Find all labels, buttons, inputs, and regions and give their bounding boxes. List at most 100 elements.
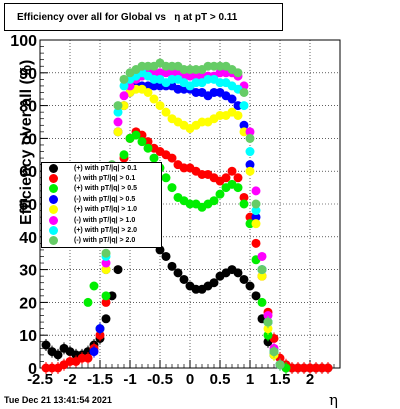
data-point bbox=[101, 314, 111, 324]
data-point bbox=[209, 278, 219, 288]
y-tick-label: 10 bbox=[19, 328, 37, 345]
data-point bbox=[119, 74, 129, 84]
legend-label: (+) with pT/|q| > 0.1 bbox=[74, 164, 138, 172]
data-point bbox=[149, 94, 159, 104]
data-point bbox=[245, 160, 255, 170]
y-tick-label: 50 bbox=[19, 197, 37, 214]
data-point bbox=[83, 353, 93, 363]
data-point bbox=[263, 311, 273, 321]
legend-marker-icon bbox=[49, 205, 58, 215]
data-point bbox=[161, 107, 171, 117]
data-point bbox=[173, 268, 183, 278]
data-point bbox=[143, 143, 153, 153]
data-point bbox=[257, 251, 267, 261]
data-point bbox=[89, 281, 99, 291]
legend-marker-icon bbox=[49, 184, 58, 194]
x-tick-label: -1 bbox=[123, 371, 136, 388]
data-point bbox=[221, 173, 231, 183]
chart-title-box: Efficiency over all for Global vs η at p… bbox=[4, 3, 283, 31]
x-tick-label: 1.5 bbox=[270, 371, 291, 388]
legend-label: (+) with pT/|q| > 2.0 bbox=[74, 227, 138, 235]
x-tick-label: 1 bbox=[246, 371, 254, 388]
legend-entry: (-) with pT/|q| > 1.0 bbox=[42, 215, 161, 225]
data-point bbox=[263, 324, 273, 334]
data-point bbox=[101, 258, 111, 268]
data-point bbox=[251, 186, 261, 196]
data-point bbox=[245, 133, 255, 143]
data-point bbox=[233, 268, 243, 278]
data-point bbox=[215, 189, 225, 199]
footer-timestamp: Tue Dec 21 13:41:54 2021 bbox=[4, 395, 112, 405]
data-point bbox=[101, 265, 111, 275]
x-axis-label: η bbox=[329, 391, 338, 409]
legend-entry: (-) with pT/|q| > 0.1 bbox=[42, 173, 161, 184]
data-point bbox=[263, 330, 273, 340]
legend: (+) with pT/|q| > 0.1 (-) with pT/|q| > 0… bbox=[41, 162, 162, 248]
chart-title: Efficiency over all for Global vs η at p… bbox=[17, 11, 238, 23]
data-point bbox=[257, 265, 267, 275]
y-tick-label: 0 bbox=[28, 361, 37, 378]
data-point bbox=[143, 87, 153, 97]
y-tick-label: 100 bbox=[10, 33, 37, 50]
y-tick-label: 40 bbox=[19, 230, 37, 247]
data-point bbox=[275, 360, 285, 370]
data-point bbox=[119, 150, 129, 160]
data-point bbox=[113, 107, 123, 117]
data-point bbox=[233, 110, 243, 120]
data-point bbox=[233, 173, 243, 183]
data-point bbox=[89, 347, 99, 357]
x-tick-label: -2.5 bbox=[27, 371, 53, 388]
legend-label: (-) with pT/|q| > 0.5 bbox=[74, 195, 136, 203]
y-tick-label: 90 bbox=[19, 66, 37, 83]
legend-entry: (+) with pT/|q| > 1.0 bbox=[42, 205, 161, 215]
x-tick-label: -0.5 bbox=[147, 371, 173, 388]
data-point bbox=[161, 251, 171, 261]
x-tick-label: -2 bbox=[63, 371, 76, 388]
data-point bbox=[257, 271, 267, 281]
data-point bbox=[245, 281, 255, 291]
data-point bbox=[113, 265, 123, 275]
data-point bbox=[101, 297, 111, 307]
data-point bbox=[245, 127, 255, 137]
data-point bbox=[209, 196, 219, 206]
data-point bbox=[239, 120, 249, 130]
data-point bbox=[245, 166, 255, 176]
data-point bbox=[239, 87, 249, 97]
data-point bbox=[251, 212, 261, 222]
data-point bbox=[167, 261, 177, 271]
data-point bbox=[269, 347, 279, 357]
data-point bbox=[323, 363, 333, 373]
data-point bbox=[95, 324, 105, 334]
data-point bbox=[53, 350, 63, 360]
y-tick-label: 80 bbox=[19, 99, 37, 116]
legend-label: (+) with pT/|q| > 1.0 bbox=[74, 206, 138, 214]
data-point bbox=[227, 94, 237, 104]
legend-entry: (+) with pT/|q| > 2.0 bbox=[42, 225, 161, 236]
data-point bbox=[113, 101, 123, 111]
data-point bbox=[251, 238, 261, 248]
data-point bbox=[155, 101, 165, 111]
data-point bbox=[119, 91, 129, 101]
legend-entry: (-) with pT/|q| > 2.0 bbox=[42, 236, 161, 246]
legend-label: (-) with pT/|q| > 1.0 bbox=[74, 216, 136, 224]
data-point bbox=[95, 330, 105, 340]
data-point bbox=[257, 297, 267, 307]
legend-label: (-) with pT/|q| > 0.1 bbox=[74, 175, 136, 183]
data-point bbox=[245, 147, 255, 157]
data-point bbox=[41, 340, 51, 350]
data-point bbox=[167, 153, 177, 163]
data-point bbox=[239, 101, 249, 111]
data-point bbox=[251, 206, 261, 216]
data-point bbox=[83, 297, 93, 307]
x-tick-label: 0.5 bbox=[210, 371, 231, 388]
data-point bbox=[263, 317, 273, 327]
data-point bbox=[131, 130, 141, 140]
data-point bbox=[233, 68, 243, 78]
data-point bbox=[113, 127, 123, 137]
data-point bbox=[239, 199, 249, 209]
y-tick-label: 20 bbox=[19, 295, 37, 312]
legend-marker-icon bbox=[49, 194, 58, 204]
data-point bbox=[179, 274, 189, 284]
data-point bbox=[239, 192, 249, 202]
